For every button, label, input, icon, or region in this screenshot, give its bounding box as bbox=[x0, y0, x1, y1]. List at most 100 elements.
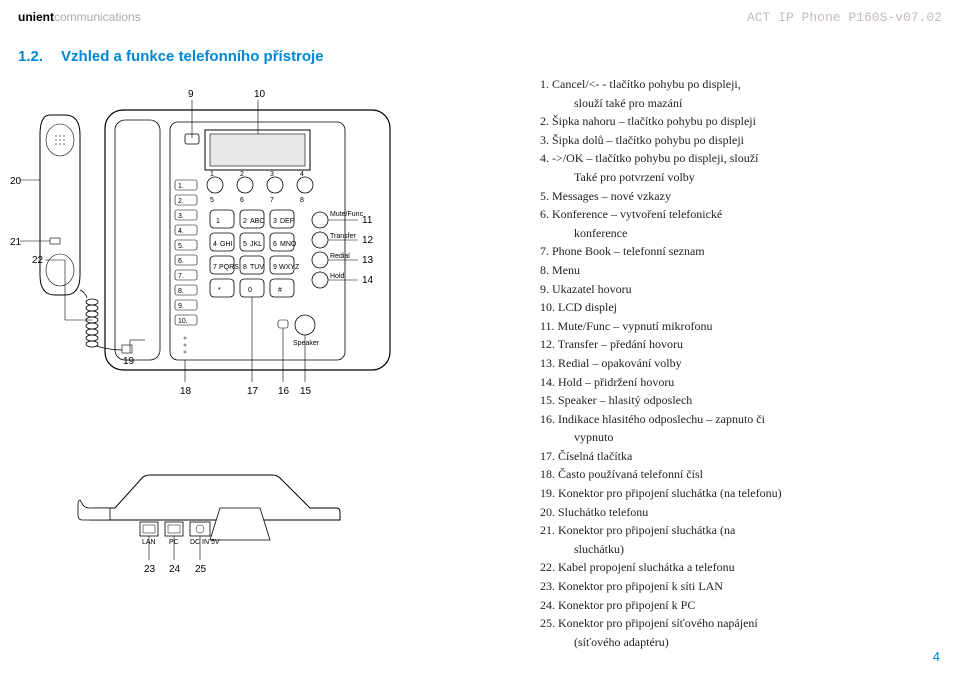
svg-text:JKL: JKL bbox=[250, 241, 262, 248]
list-item-cont: (síťového adaptéru) bbox=[540, 633, 940, 652]
svg-text:6.: 6. bbox=[178, 258, 184, 265]
list-item: 4. ->/OK – tlačítko pohybu po displeji, … bbox=[540, 149, 940, 168]
svg-text:20: 20 bbox=[10, 176, 22, 187]
list-item: 16. Indikace hlasitého odposlechu – zapn… bbox=[540, 410, 940, 429]
svg-text:9.: 9. bbox=[178, 303, 184, 310]
svg-text:5: 5 bbox=[243, 241, 247, 248]
svg-text:21: 21 bbox=[10, 237, 22, 248]
svg-text:DC IN 5V: DC IN 5V bbox=[190, 539, 220, 546]
list-item: 21. Konektor pro připojení sluchátka (na bbox=[540, 521, 940, 540]
title-number: 1.2. bbox=[18, 48, 43, 65]
svg-text:*: * bbox=[218, 287, 221, 294]
svg-text:MNO: MNO bbox=[280, 241, 297, 248]
svg-text:7.: 7. bbox=[178, 273, 184, 280]
list-item-cont: slouží také pro mazání bbox=[540, 94, 940, 113]
svg-text:14: 14 bbox=[362, 275, 374, 286]
list-item: 22. Kabel propojení sluchátka a telefonu bbox=[540, 558, 940, 577]
svg-text:5.: 5. bbox=[178, 243, 184, 250]
svg-text:17: 17 bbox=[247, 386, 259, 397]
svg-text:16: 16 bbox=[278, 386, 290, 397]
list-item: 23. Konektor pro připojení k síti LAN bbox=[540, 577, 940, 596]
svg-text:Redial: Redial bbox=[330, 253, 350, 260]
svg-text:2: 2 bbox=[240, 171, 244, 178]
list-item: 11. Mute/Func – vypnutí mikrofonu bbox=[540, 317, 940, 336]
doc-code: ACT IP Phone P160S-v07.02 bbox=[747, 10, 942, 25]
list-item-cont: sluchátku) bbox=[540, 540, 940, 559]
list-item-cont: konference bbox=[540, 224, 940, 243]
svg-text:3: 3 bbox=[273, 218, 277, 225]
list-item-cont: vypnuto bbox=[540, 428, 940, 447]
svg-text:15: 15 bbox=[300, 386, 312, 397]
svg-text:PQRS: PQRS bbox=[219, 264, 239, 271]
svg-text:12: 12 bbox=[362, 235, 374, 246]
list-item: 17. Číselná tlačítka bbox=[540, 447, 940, 466]
svg-text:4: 4 bbox=[213, 241, 217, 248]
svg-text:22: 22 bbox=[32, 255, 44, 266]
svg-text:#: # bbox=[278, 287, 282, 294]
svg-text:2.: 2. bbox=[178, 198, 184, 205]
svg-text:7: 7 bbox=[213, 264, 217, 271]
svg-text:1: 1 bbox=[216, 218, 220, 225]
feature-list: 1. Cancel/<- - tlačítko pohybu po disple… bbox=[540, 75, 940, 651]
svg-text:Hold: Hold bbox=[330, 273, 345, 280]
svg-text:5: 5 bbox=[210, 197, 214, 204]
phone-figure: 5 6 7 8 1 2 3 4 1. 2. 3. 4. 5. 6. 7. 8. … bbox=[10, 80, 435, 605]
svg-text:10.: 10. bbox=[178, 318, 188, 325]
list-item: 14. Hold – přidržení hovoru bbox=[540, 373, 940, 392]
svg-text:8: 8 bbox=[300, 197, 304, 204]
svg-text:11: 11 bbox=[362, 215, 373, 226]
svg-text:DEF: DEF bbox=[280, 218, 294, 225]
list-item: 5. Messages – nové vzkazy bbox=[540, 187, 940, 206]
svg-text:6: 6 bbox=[273, 241, 277, 248]
svg-text:TUV: TUV bbox=[250, 264, 264, 271]
svg-text:ABC: ABC bbox=[250, 218, 264, 225]
svg-text:1.: 1. bbox=[178, 183, 184, 190]
svg-text:9: 9 bbox=[273, 264, 277, 271]
svg-text:24: 24 bbox=[169, 564, 181, 575]
list-item: 9. Ukazatel hovoru bbox=[540, 280, 940, 299]
svg-text:WXYZ: WXYZ bbox=[279, 264, 300, 271]
list-item: 6. Konference – vytvoření telefonické bbox=[540, 205, 940, 224]
list-item: 19. Konektor pro připojení sluchátka (na… bbox=[540, 484, 940, 503]
svg-text:0: 0 bbox=[248, 287, 252, 294]
list-item: 12. Transfer – předání hovoru bbox=[540, 335, 940, 354]
page-number: 4 bbox=[933, 649, 940, 664]
svg-text:10: 10 bbox=[254, 89, 266, 100]
list-item: 1. Cancel/<- - tlačítko pohybu po disple… bbox=[540, 75, 940, 94]
svg-text:25: 25 bbox=[195, 564, 207, 575]
svg-text:Speaker: Speaker bbox=[293, 340, 320, 347]
list-item: 3. Šipka dolů – tlačítko pohybu po displ… bbox=[540, 131, 940, 150]
section-title: 1.2. Vzhled a funkce telefonního přístro… bbox=[18, 48, 324, 65]
brand-header: unientcommunications bbox=[18, 10, 141, 24]
svg-text:9: 9 bbox=[188, 89, 194, 100]
list-item: 18. Často používaná telefonní čísl bbox=[540, 465, 940, 484]
list-item: 2. Šipka nahoru – tlačítko pohybu po dis… bbox=[540, 112, 940, 131]
svg-text:Mute/Func: Mute/Func bbox=[330, 211, 364, 218]
svg-text:2: 2 bbox=[243, 218, 247, 225]
svg-text:4: 4 bbox=[300, 171, 304, 178]
svg-text:23: 23 bbox=[144, 564, 156, 575]
svg-text:8: 8 bbox=[243, 264, 247, 271]
title-text: Vzhled a funkce telefonního přístroje bbox=[61, 48, 324, 65]
svg-text:19: 19 bbox=[123, 356, 135, 367]
svg-text:6: 6 bbox=[240, 197, 244, 204]
list-item: 24. Konektor pro připojení k PC bbox=[540, 596, 940, 615]
list-item: 7. Phone Book – telefonní seznam bbox=[540, 242, 940, 261]
svg-text:Transfer: Transfer bbox=[330, 233, 356, 240]
svg-text:4.: 4. bbox=[178, 228, 184, 235]
svg-text:7: 7 bbox=[270, 197, 274, 204]
list-item: 13. Redial – opakování volby bbox=[540, 354, 940, 373]
svg-text:3.: 3. bbox=[178, 213, 184, 220]
list-item: 20. Sluchátko telefonu bbox=[540, 503, 940, 522]
svg-text:13: 13 bbox=[362, 255, 374, 266]
list-item: 25. Konektor pro připojení síťového napá… bbox=[540, 614, 940, 633]
brand-light: communications bbox=[54, 10, 141, 24]
list-item-cont: Také pro potvrzení volby bbox=[540, 168, 940, 187]
list-item: 10. LCD displej bbox=[540, 298, 940, 317]
brand-bold: unient bbox=[18, 10, 54, 24]
svg-text:1: 1 bbox=[210, 171, 214, 178]
svg-text:3: 3 bbox=[270, 171, 274, 178]
list-item: 8. Menu bbox=[540, 261, 940, 280]
svg-text:GHI: GHI bbox=[220, 241, 233, 248]
svg-text:18: 18 bbox=[180, 386, 192, 397]
